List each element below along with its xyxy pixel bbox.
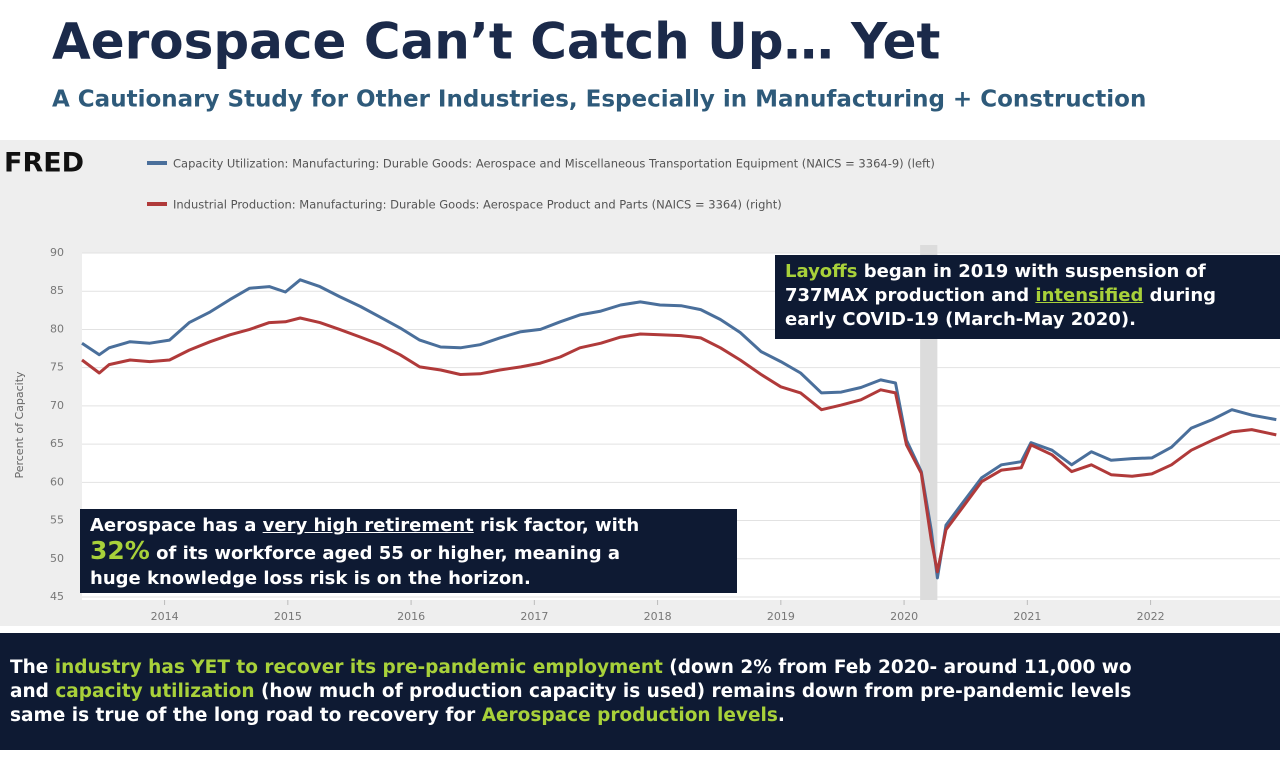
y-tick-label: 90 (50, 246, 64, 259)
annotation-text: capacity utilization (55, 681, 255, 702)
x-tick-label: 2017 (520, 610, 548, 623)
legend-label: Capacity Utilization: Manufacturing: Dur… (173, 157, 935, 171)
annotation-text: early COVID-19 (March-May 2020). (785, 309, 1136, 330)
x-tick-label: 2021 (1013, 610, 1041, 623)
annotation-line: huge knowledge loss risk is on the horiz… (90, 566, 727, 591)
annotation-text: of its workforce aged 55 or higher, mean… (149, 543, 621, 564)
annotation-text: industry has YET to recover its pre-pand… (54, 657, 663, 678)
y-tick-label: 55 (50, 514, 64, 527)
annotation-line: and capacity utilization (how much of pr… (10, 680, 1270, 704)
annotation-text: The (10, 657, 55, 678)
x-tick-label: 2018 (644, 610, 672, 623)
annotation-line: Layoffs began in 2019 with suspension of (785, 260, 1270, 284)
y-tick-label: 80 (50, 322, 64, 335)
x-tick-label: 2014 (151, 610, 179, 623)
annotation-text: began in 2019 with suspension of (857, 261, 1206, 282)
series-line (81, 316, 1277, 574)
series-line (81, 278, 1277, 580)
annotation-line: 32% of its workforce aged 55 or higher, … (90, 538, 727, 566)
y-axis-label: Percent of Capacity (13, 371, 26, 479)
annotation-line: Aerospace has a very high retirement ris… (90, 513, 727, 538)
annotation-line: The industry has YET to recover its pre-… (10, 656, 1270, 680)
annotation-text: Aerospace has a (90, 515, 263, 536)
source-logo: FRED (4, 148, 84, 179)
annotation-box: Layoffs began in 2019 with suspension of… (775, 255, 1280, 339)
y-tick-label: 65 (50, 437, 64, 450)
y-tick-label: 85 (50, 284, 64, 297)
y-tick-label: 60 (50, 475, 64, 488)
page-title: Aerospace Can’t Catch Up… Yet (52, 13, 940, 71)
annotation-text: very high retirement (262, 515, 474, 536)
x-tick-label: 2019 (767, 610, 795, 623)
annotation-box: Aerospace has a very high retirement ris… (80, 509, 737, 593)
annotation-text: and (10, 681, 56, 702)
x-tick-label: 2015 (274, 610, 302, 623)
x-tick-label: 2022 (1137, 610, 1165, 623)
annotation-text: (down 2% from Feb 2020- around 11,000 wo (662, 657, 1132, 678)
annotation-text: . (777, 705, 785, 726)
y-tick-label: 50 (50, 552, 64, 565)
y-tick-label: 45 (50, 590, 64, 603)
annotation-text: risk factor, with (473, 515, 640, 536)
annotation-text: huge knowledge loss risk is on the horiz… (90, 568, 531, 589)
x-tick-label: 2016 (397, 610, 425, 623)
y-tick-label: 75 (50, 361, 64, 374)
annotation-text: during (1143, 285, 1217, 306)
annotation-text: intensified (1035, 285, 1144, 306)
annotation-text: Layoffs (785, 261, 858, 282)
legend-label: Industrial Production: Manufacturing: Du… (173, 198, 782, 212)
annotation-text: 32% (90, 536, 150, 565)
annotation-line: 737MAX production and intensified during (785, 284, 1270, 308)
annotation-line: early COVID-19 (March-May 2020). (785, 308, 1270, 332)
annotation-box: The industry has YET to recover its pre-… (0, 633, 1280, 750)
annotation-text: 737MAX production and (785, 285, 1036, 306)
y-tick-label: 70 (50, 399, 64, 412)
annotation-text: Aerospace production levels (481, 705, 778, 726)
x-tick-label: 2020 (890, 610, 918, 623)
annotation-text: (how much of production capacity is used… (254, 681, 1132, 702)
annotation-text: same is true of the long road to recover… (10, 705, 482, 726)
page-subtitle: A Cautionary Study for Other Industries,… (52, 87, 1146, 113)
annotation-line: same is true of the long road to recover… (10, 704, 1270, 728)
